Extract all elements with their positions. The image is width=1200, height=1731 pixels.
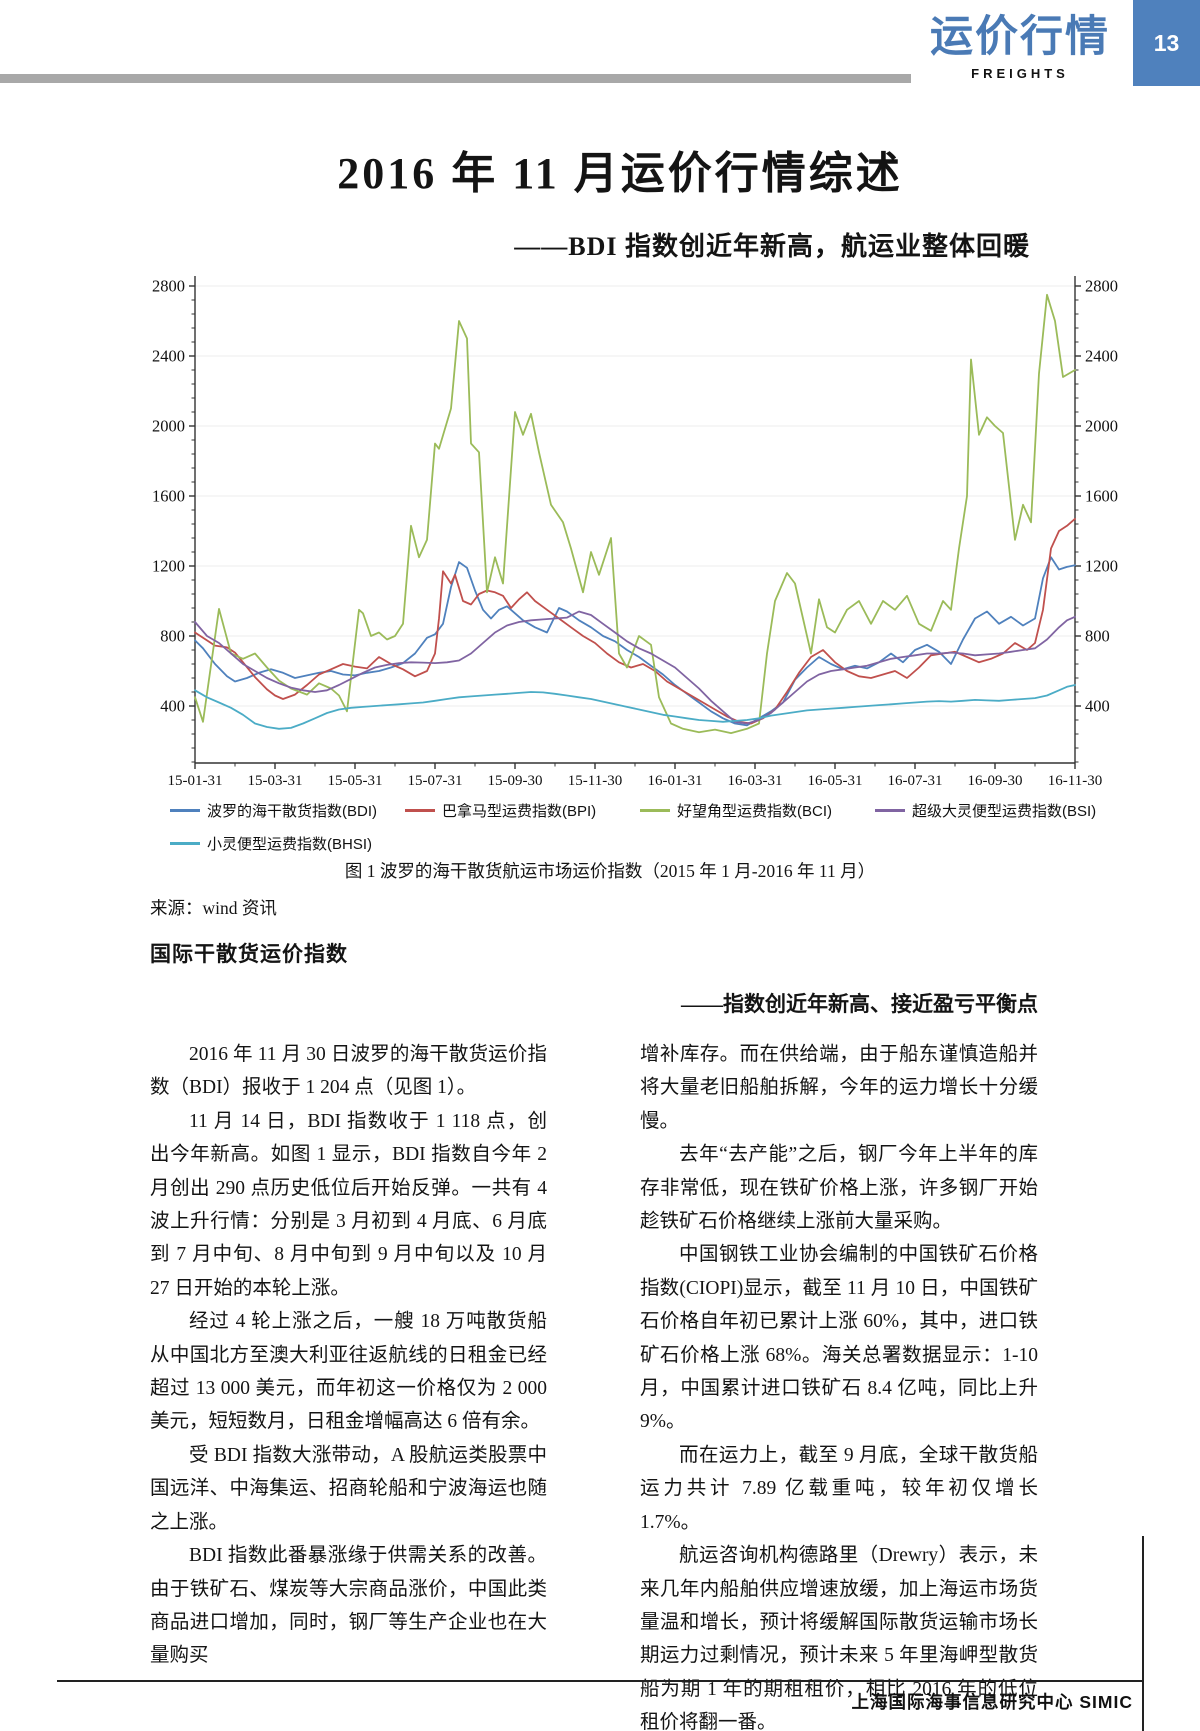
legend-line-swatch <box>875 809 905 812</box>
y-axis-label-right: 1200 <box>1085 557 1118 576</box>
x-axis-label: 16-11-30 <box>1048 773 1102 788</box>
series-line-bpi <box>194 517 1076 725</box>
legend-line-swatch <box>640 809 670 812</box>
paragraph: 增补库存。而在供给端，由于船东谨慎造船并将大量老旧船舶拆解，今年的运力增长十分缓… <box>640 1044 1038 1132</box>
legend-item-bci: 好望角型运费指数(BCI) <box>640 800 875 821</box>
y-axis-label-left: 2000 <box>152 417 185 436</box>
paragraph: 航运咨询机构德路里（Drewry）表示，未来几年内船舶供应增速放缓，加上海运市场… <box>640 1545 1038 1731</box>
x-axis-label: 15-09-30 <box>488 773 543 788</box>
body-left-column: 2016 年 11 月 30 日波罗的海干散货运价指数（BDI）报收于 1 20… <box>150 1038 547 1673</box>
header-section-subtitle: FREIGHTS <box>971 66 1069 81</box>
y-axis-label-left: 2800 <box>152 277 185 296</box>
series-line-bci <box>194 293 1076 735</box>
paragraph: 而在运力上，截至 9 月底，全球干散货船运力共计 7.89 亿载重吨，较年初仅增… <box>640 1444 1038 1533</box>
body-right-column: 增补库存。而在供给端，由于船东谨慎造船并将大量老旧船舶拆解，今年的运力增长十分缓… <box>640 1038 1038 1731</box>
x-axis-label: 15-05-31 <box>328 773 383 788</box>
paragraph: 去年“去产能”之后，钢厂今年上半年的库存非常低，现在铁矿价格上涨，许多钢厂开始趁… <box>640 1144 1038 1233</box>
legend-label: 波罗的海干散货指数(BDI) <box>207 803 377 820</box>
page-number-badge: 13 <box>1133 0 1200 86</box>
legend-line-swatch <box>170 809 200 812</box>
chart-legend: 波罗的海干散货指数(BDI) 巴拿马型运费指数(BPI) 好望角型运费指数(BCI)… <box>150 794 1160 860</box>
legend-label: 好望角型运费指数(BCI) <box>677 803 832 820</box>
section-heading: 国际干散货运价指数 <box>150 943 348 966</box>
x-axis-label: 16-09-30 <box>968 773 1023 788</box>
figure-block: 400 400 800 800 1200 1200 1600 1600 2000 2000 2400… <box>150 268 1160 860</box>
footer-text: 上海国际海事信息研究中心 SIMIC <box>851 1692 1133 1712</box>
y-axis-label-right: 2400 <box>1085 347 1118 366</box>
x-axis-label: 15-01-31 <box>168 773 223 788</box>
x-axis-label: 15-03-31 <box>248 773 303 788</box>
x-axis-label: 15-07-31 <box>408 773 463 788</box>
article-title: 2016 年 11 月运价行情综述 <box>337 149 903 198</box>
figure-caption: 图 1 波罗的海干散货航运市场运价指数（2015 年 1 月-2016 年 11… <box>344 861 876 881</box>
y-axis-label-right: 2800 <box>1085 277 1118 296</box>
paragraph: 11 月 14 日，BDI 指数收于 1 118 点，创出今年新高。如图 1 显… <box>150 1110 547 1299</box>
footer-divider-line <box>57 1680 1143 1682</box>
legend-label: 超级大灵便型运费指数(BSI) <box>912 803 1097 820</box>
x-axis-label: 16-03-31 <box>728 773 783 788</box>
series-line-bhsi <box>194 684 1076 730</box>
paragraph: 经过 4 轮上涨之后，一艘 18 万吨散货船从中国北方至澳大利亚往返航线的日租金… <box>150 1311 547 1433</box>
y-axis-label-left: 1200 <box>152 557 185 576</box>
y-axis-label-left: 400 <box>160 697 185 716</box>
legend-row: 波罗的海干散货指数(BDI) 巴拿马型运费指数(BPI) 好望角型运费指数(BCI)… <box>170 794 1160 827</box>
legend-item-bdi: 波罗的海干散货指数(BDI) <box>170 800 405 821</box>
x-axis-label: 15-11-30 <box>568 773 622 788</box>
article-subtitle: ——BDI 指数创近年新高，航运业整体回暖 <box>514 232 1030 261</box>
paragraph: 2016 年 11 月 30 日波罗的海干散货运价指数（BDI）报收于 1 20… <box>150 1044 547 1099</box>
legend-item-bhsi: 小灵便型运费指数(BHSI) <box>170 833 372 854</box>
page-number: 13 <box>1153 29 1180 56</box>
y-axis-label-left: 800 <box>160 627 185 646</box>
legend-label: 小灵便型运费指数(BHSI) <box>207 836 373 853</box>
series-line-bsi <box>194 610 1076 725</box>
header-section-title: 运价行情 <box>930 13 1110 61</box>
paragraph: BDI 指数此番暴涨缘于供需关系的改善。由于铁矿石、煤炭等大宗商品涨价，中国此类… <box>150 1545 547 1667</box>
x-axis-label: 16-05-31 <box>808 773 863 788</box>
y-axis-label-right: 2000 <box>1085 417 1118 436</box>
paragraph: 中国钢铁工业协会编制的中国铁矿石价格指数(CIOPI)显示，截至 11 月 10… <box>640 1244 1038 1433</box>
column-subtitle: ——指数创近年新高、接近盈亏平衡点 <box>681 992 1038 1016</box>
footer-vertical-line <box>1142 1536 1144 1731</box>
x-axis-label: 16-01-31 <box>648 773 703 788</box>
header-divider-bar <box>0 74 911 83</box>
legend-line-swatch <box>170 842 200 845</box>
y-axis-label-right: 400 <box>1085 697 1110 716</box>
y-axis-label-left: 1600 <box>152 487 185 506</box>
freight-index-chart: 400 400 800 800 1200 1200 1600 1600 2000 2000 2400… <box>152 276 1118 788</box>
legend-row: 小灵便型运费指数(BHSI) <box>170 827 1160 860</box>
legend-item-bsi: 超级大灵便型运费指数(BSI) <box>875 800 1096 821</box>
y-axis-label-right: 800 <box>1085 627 1110 646</box>
legend-label: 巴拿马型运费指数(BPI) <box>442 803 597 820</box>
paragraph: 受 BDI 指数大涨带动，A 股航运类股票中国远洋、中海集运、招商轮船和宁波海运… <box>150 1444 547 1533</box>
legend-item-bpi: 巴拿马型运费指数(BPI) <box>405 800 640 821</box>
legend-line-swatch <box>405 809 435 812</box>
series-line-bdi <box>194 556 1076 727</box>
y-axis-label-left: 2400 <box>152 347 185 366</box>
figure-source: 来源：wind 资讯 <box>150 898 277 918</box>
x-axis-label: 16-07-31 <box>888 773 943 788</box>
y-axis-label-right: 1600 <box>1085 487 1118 506</box>
